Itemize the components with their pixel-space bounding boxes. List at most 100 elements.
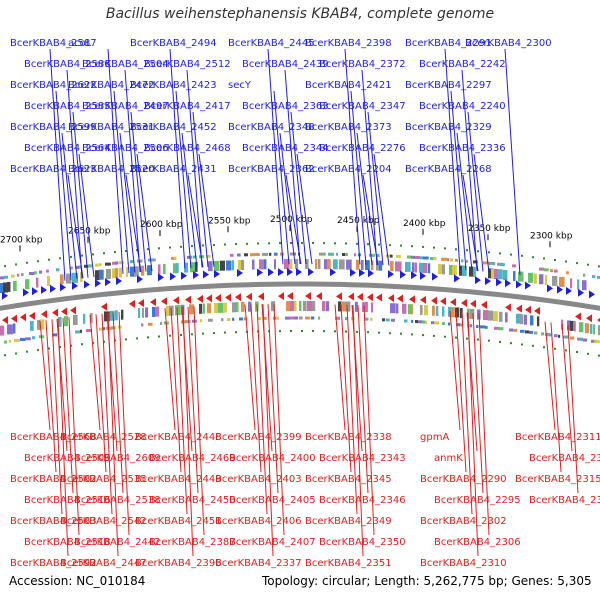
forward-gene-label[interactable]: BcerKBAB4_2564	[24, 143, 111, 154]
forward-gene-label[interactable]: BcerKBAB4_2268	[405, 164, 492, 175]
reverse-gene-label[interactable]: BcerKBAB4_2399	[215, 432, 302, 443]
forward-gene-label[interactable]: BcerKBAB4_2531	[68, 122, 155, 133]
misc-feature	[238, 260, 244, 270]
misc-feature	[193, 255, 197, 259]
reverse-gene-label[interactable]: BcerKBAB4_2609	[74, 453, 161, 464]
forward-gene-label[interactable]: BcerKBAB4_2452	[130, 122, 217, 133]
forward-gene-label[interactable]: BcerKBAB4_2468	[144, 143, 231, 154]
reverse-gene-label[interactable]: BcerKBAB4_2592	[10, 558, 97, 569]
reverse-gene-label[interactable]: BcerKBAB4_2528	[60, 432, 147, 443]
reverse-gene-label[interactable]: BcerKBAB4_2396	[135, 558, 222, 569]
reverse-gene-label[interactable]: gpmA	[420, 432, 449, 443]
forward-gene-label[interactable]: BcerKBAB4_2348	[228, 122, 315, 133]
grid-dot	[26, 350, 28, 353]
forward-gene-label[interactable]: BcerKBAB4_2506	[82, 143, 169, 154]
forward-gene-label[interactable]: BcerKBAB4_2520	[68, 164, 155, 175]
forward-gene-label[interactable]: BcerKBAB4_2623	[10, 164, 97, 175]
reverse-gene-label[interactable]: BcerKBAB4_2449	[135, 474, 222, 485]
reverse-gene-label[interactable]: BcerKBAB4_2583	[10, 516, 97, 527]
forward-gene-label[interactable]: BcerKBAB4_2472	[68, 80, 155, 91]
grid-dot	[389, 244, 391, 247]
forward-gene-label[interactable]: BcerKBAB4_2240	[419, 101, 506, 112]
misc-feature	[539, 267, 545, 271]
forward-gene-label[interactable]: BcerKBAB4_2622	[10, 80, 97, 91]
reverse-gene-label[interactable]: BcerKBAB4_2451	[135, 516, 222, 527]
forward-gene-label[interactable]: BcerKBAB4_2423	[130, 80, 217, 91]
forward-gene-label[interactable]: BcerKBAB4_2504	[82, 59, 169, 70]
gene-label-leader	[279, 132, 296, 265]
forward-gene-label[interactable]: acoL	[68, 38, 92, 49]
reverse-gene-label[interactable]: anmK	[434, 453, 463, 464]
reverse-gene-label[interactable]: BcerKBAB4_2535	[60, 474, 147, 485]
reverse-gene-label[interactable]: BcerKBAB4_2448	[135, 432, 222, 443]
reverse-gene-label[interactable]: BcerKBAB4_2337	[215, 558, 302, 569]
forward-gene-label[interactable]: BcerKBAB4_2242	[419, 59, 506, 70]
reverse-gene-label[interactable]: BcerKBAB4_2310	[420, 558, 507, 569]
gene-label-leader	[125, 174, 142, 273]
reverse-gene-label[interactable]: BcerKBAB4_2582	[10, 474, 97, 485]
forward-gene-label[interactable]: BcerKBAB4_2586	[24, 59, 111, 70]
reverse-gene-label[interactable]: BcerKBAB4_2509	[24, 453, 111, 464]
gene-label-leader	[455, 311, 467, 473]
forward-gene-label[interactable]: BcerKBAB4_2439	[242, 59, 329, 70]
forward-gene-label[interactable]: BcerKBAB4_2204	[305, 164, 392, 175]
forward-gene-label[interactable]: BcerKBAB4_2512	[144, 59, 231, 70]
forward-gene-label[interactable]: BcerKBAB4_2347	[319, 101, 406, 112]
forward-gene-label[interactable]: BcerKBAB4_2599	[10, 122, 97, 133]
grid-dot	[158, 335, 160, 338]
reverse-gene-label[interactable]: BcerKBAB4_2311	[515, 432, 600, 443]
forward-gene-label[interactable]: BcerKBAB4_2372	[319, 59, 406, 70]
reverse-gene-label[interactable]: BcerKBAB4_2405	[229, 495, 316, 506]
forward-gene-label[interactable]: BcerKBAB4_2300	[465, 38, 552, 49]
reverse-gene-label[interactable]: BcerKBAB4_2516	[24, 495, 111, 506]
reverse-gene-label[interactable]: BcerKBAB4_2542	[60, 516, 147, 527]
reverse-gene-label[interactable]: BcerKBAB4_2406	[215, 516, 302, 527]
reverse-gene-label[interactable]: BcerKBAB4_2319	[529, 495, 600, 506]
grid-dot	[345, 330, 347, 333]
reverse-gene-label[interactable]: BcerKBAB4_2343	[319, 453, 406, 464]
misc-feature	[339, 259, 345, 270]
grid-dot	[59, 346, 61, 348]
reverse-gene-label[interactable]: BcerKBAB4_2469	[149, 453, 236, 464]
reverse-gene-label[interactable]: BcerKBAB4_2290	[420, 474, 507, 485]
forward-gene-label[interactable]: BcerKBAB4_2336	[419, 143, 506, 154]
forward-gene-label[interactable]: BcerKBAB4_2373	[305, 122, 392, 133]
reverse-gene-label[interactable]: BcerKBAB4_2349	[305, 516, 392, 527]
reverse-gene-label[interactable]: BcerKBAB4_2345	[305, 474, 392, 485]
forward-gene-label[interactable]: BcerKBAB4_2329	[405, 122, 492, 133]
forward-gene-label[interactable]: BcerKBAB4_2431	[130, 164, 217, 175]
forward-gene-label[interactable]: BcerKBAB4_2398	[305, 38, 392, 49]
misc-feature	[4, 275, 8, 279]
reverse-gene-label[interactable]: BcerKBAB4_2346	[319, 495, 406, 506]
reverse-gene-label[interactable]: BcerKBAB4_2312	[529, 453, 600, 464]
reverse-gene-label[interactable]: BcerKBAB4_2538	[74, 495, 161, 506]
forward-gene-label[interactable]: BcerKBAB4_2291	[405, 38, 492, 49]
reverse-gene-label[interactable]: BcerKBAB4_2295	[434, 495, 521, 506]
reverse-gene-label[interactable]: BcerKBAB4_2400	[229, 453, 316, 464]
kbp-tick-label: 2700 kbp	[0, 235, 43, 245]
reverse-gene-label[interactable]: BcerKBAB4_2351	[305, 558, 392, 569]
reverse-gene-label[interactable]: BcerKBAB4_2450	[149, 495, 236, 506]
reverse-gene-label[interactable]: BcerKBAB4_2302	[420, 516, 507, 527]
forward-gene-label[interactable]: BcerKBAB4_2297	[405, 80, 492, 91]
forward-gene-label[interactable]: BcerKBAB4_2276	[319, 143, 406, 154]
forward-gene-label[interactable]: BcerKBAB4_2363	[242, 101, 329, 112]
reverse-gene-label[interactable]: BcerKBAB4_2315	[515, 474, 600, 485]
forward-gene-label[interactable]: BcerKBAB4_2362	[228, 164, 315, 175]
forward-gene-label[interactable]: BcerKBAB4_2585	[24, 101, 111, 112]
forward-gene-label[interactable]: BcerKBAB4_2417	[144, 101, 231, 112]
misc-feature	[356, 259, 360, 270]
forward-gene-label[interactable]: BcerKBAB4_2497	[82, 101, 169, 112]
forward-gene-label[interactable]: BcerKBAB4_2421	[305, 80, 392, 91]
forward-gene-label[interactable]: BcerKBAB4_2344	[242, 143, 329, 154]
forward-gene-label[interactable]: BcerKBAB4_2494	[130, 38, 217, 49]
reverse-gene-label[interactable]: BcerKBAB4_2403	[215, 474, 302, 485]
forward-gene-label[interactable]: secY	[228, 80, 252, 91]
misc-feature	[99, 263, 102, 267]
reverse-gene-label[interactable]: BcerKBAB4_2338	[305, 432, 392, 443]
gene-label-leader	[444, 48, 461, 270]
forward-gene-label[interactable]: BcerKBAB4_2587	[10, 38, 97, 49]
grid-dot	[356, 330, 358, 333]
reverse-gene-label[interactable]: BcerKBAB4_2447	[60, 558, 147, 569]
forward-gene-label[interactable]: BcerKBAB4_2445	[228, 38, 315, 49]
